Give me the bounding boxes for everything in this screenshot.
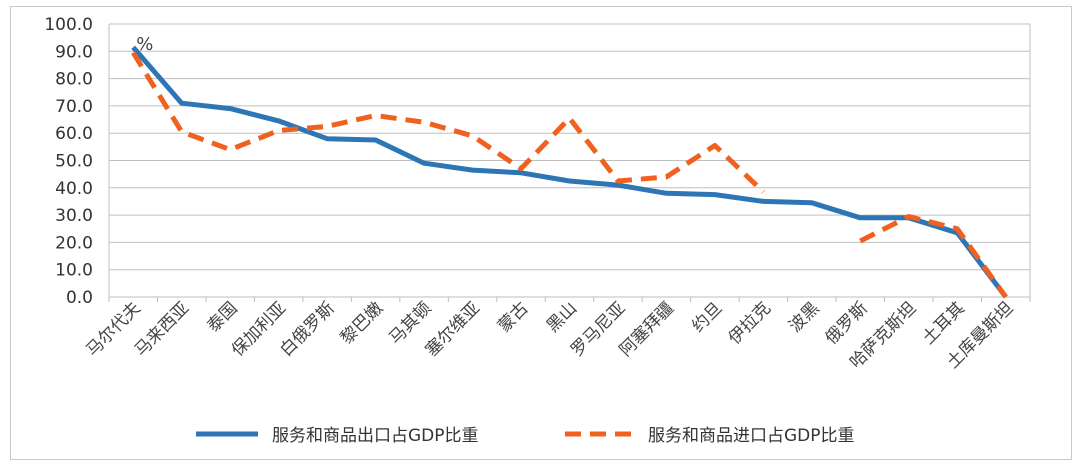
x-tick-label: 约旦 — [688, 298, 726, 336]
x-tick-label: 波黑 — [785, 298, 823, 336]
y-tick-label: 100.0 — [44, 15, 93, 35]
x-tick-label: 泰国 — [204, 298, 242, 336]
y-axis: 0.0 10.0 20.0 30.0 40.0 50.0 60.0 70.0 80.0 90.0 1… — [44, 15, 110, 308]
x-tick-label: 塞尔维亚 — [422, 298, 484, 360]
x-tick-label: 黎巴嫩 — [337, 298, 387, 348]
y-tick-label: 20.0 — [55, 233, 93, 253]
y-tick-label: 60.0 — [55, 124, 93, 144]
legend-label-1: 服务和商品出口占GDP比重 — [272, 426, 479, 446]
series-lines — [131, 45, 1008, 299]
x-tick-label: 蒙古 — [494, 298, 532, 336]
legend: 服务和商品出口占GDP比重 服务和商品进口占GDP比重 — [196, 426, 855, 446]
unit-label: % — [136, 34, 153, 55]
legend-label-2: 服务和商品进口占GDP比重 — [648, 426, 855, 446]
x-tick-label: 白俄罗斯 — [276, 298, 338, 360]
x-tick-label: 马来西亚 — [131, 298, 193, 360]
y-tick-label: 10.0 — [55, 261, 93, 281]
y-tick-label: 80.0 — [55, 70, 93, 90]
chart-frame — [10, 6, 1072, 460]
x-tick-label: 伊拉克 — [725, 298, 775, 348]
y-tick-label: 30.0 — [55, 206, 93, 226]
y-tick-label: 50.0 — [55, 152, 93, 172]
x-tick-label: 黑山 — [543, 298, 581, 336]
series-line-2 — [131, 51, 766, 194]
y-tick-label: 40.0 — [55, 179, 93, 199]
y-tick-label: 0.0 — [66, 288, 93, 308]
series-line-1 — [131, 45, 1008, 299]
series-line-2 — [859, 214, 1008, 299]
y-tick-label: 70.0 — [55, 97, 93, 117]
y-tick-label: 90.0 — [55, 42, 93, 62]
gridlines — [109, 23, 1031, 298]
x-tick-label: 阿塞拜疆 — [616, 298, 678, 360]
